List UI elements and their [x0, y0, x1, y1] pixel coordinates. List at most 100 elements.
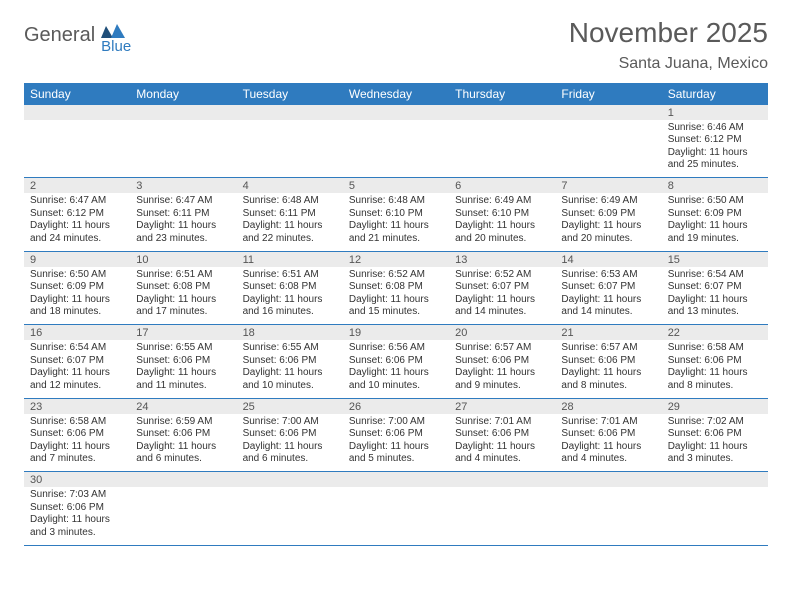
daylight-text: Daylight: 11 hours and 17 minutes. [136, 294, 230, 319]
day-number-cell: 5 [343, 178, 449, 194]
sunrise-text: Sunrise: 7:01 AM [455, 416, 549, 429]
day-number-cell [449, 472, 555, 488]
day-number-cell [24, 105, 130, 120]
sunrise-text: Sunrise: 6:52 AM [455, 269, 549, 282]
sunset-text: Sunset: 6:06 PM [349, 428, 443, 441]
day-number-cell: 2 [24, 178, 130, 194]
day-number-cell: 15 [662, 251, 768, 267]
sunrise-text: Sunrise: 6:52 AM [349, 269, 443, 282]
day-number-cell [237, 472, 343, 488]
logo: General Blue [24, 18, 159, 47]
day-number-cell: 14 [555, 251, 661, 267]
daylight-text: Daylight: 11 hours and 23 minutes. [136, 220, 230, 245]
daylight-text: Daylight: 11 hours and 4 minutes. [455, 441, 549, 466]
daylight-text: Daylight: 11 hours and 8 minutes. [668, 367, 762, 392]
day-detail-cell: Sunrise: 6:51 AMSunset: 6:08 PMDaylight:… [130, 267, 236, 325]
sunset-text: Sunset: 6:08 PM [243, 281, 337, 294]
day-number-cell: 29 [662, 398, 768, 414]
day-detail-cell [130, 120, 236, 178]
weekday-header: Monday [130, 83, 236, 105]
sunset-text: Sunset: 6:07 PM [561, 281, 655, 294]
daylight-text: Daylight: 11 hours and 4 minutes. [561, 441, 655, 466]
day-number-cell: 7 [555, 178, 661, 194]
daylight-text: Daylight: 11 hours and 11 minutes. [136, 367, 230, 392]
day-detail-cell [662, 487, 768, 545]
sunset-text: Sunset: 6:06 PM [136, 355, 230, 368]
sunrise-text: Sunrise: 6:56 AM [349, 342, 443, 355]
sunrise-text: Sunrise: 6:54 AM [30, 342, 124, 355]
day-number-row: 2345678 [24, 178, 768, 194]
sunrise-text: Sunrise: 6:51 AM [136, 269, 230, 282]
day-detail-cell: Sunrise: 6:52 AMSunset: 6:07 PMDaylight:… [449, 267, 555, 325]
sunrise-text: Sunrise: 6:55 AM [243, 342, 337, 355]
day-detail-cell: Sunrise: 7:02 AMSunset: 6:06 PMDaylight:… [662, 414, 768, 472]
day-number-cell [343, 105, 449, 120]
daylight-text: Daylight: 11 hours and 25 minutes. [668, 147, 762, 172]
sunset-text: Sunset: 6:06 PM [668, 355, 762, 368]
logo-text-general: General [24, 24, 95, 47]
daylight-text: Daylight: 11 hours and 6 minutes. [136, 441, 230, 466]
sunrise-text: Sunrise: 7:00 AM [243, 416, 337, 429]
sunrise-text: Sunrise: 7:01 AM [561, 416, 655, 429]
day-number-row: 23242526272829 [24, 398, 768, 414]
day-detail-cell [130, 487, 236, 545]
weekday-header: Tuesday [237, 83, 343, 105]
day-detail-row: Sunrise: 7:03 AMSunset: 6:06 PMDaylight:… [24, 487, 768, 545]
day-detail-cell: Sunrise: 6:50 AMSunset: 6:09 PMDaylight:… [24, 267, 130, 325]
sunset-text: Sunset: 6:06 PM [455, 355, 549, 368]
day-detail-cell: Sunrise: 6:48 AMSunset: 6:11 PMDaylight:… [237, 193, 343, 251]
sunset-text: Sunset: 6:07 PM [30, 355, 124, 368]
day-detail-cell: Sunrise: 6:58 AMSunset: 6:06 PMDaylight:… [662, 340, 768, 398]
weekday-header: Wednesday [343, 83, 449, 105]
day-detail-cell: Sunrise: 6:55 AMSunset: 6:06 PMDaylight:… [130, 340, 236, 398]
daylight-text: Daylight: 11 hours and 13 minutes. [668, 294, 762, 319]
day-detail-cell: Sunrise: 6:54 AMSunset: 6:07 PMDaylight:… [24, 340, 130, 398]
sunset-text: Sunset: 6:06 PM [30, 502, 124, 515]
day-detail-cell [343, 487, 449, 545]
sunrise-text: Sunrise: 6:49 AM [561, 195, 655, 208]
day-number-row: 30 [24, 472, 768, 488]
day-number-cell: 28 [555, 398, 661, 414]
day-number-cell: 12 [343, 251, 449, 267]
day-detail-row: Sunrise: 6:46 AMSunset: 6:12 PMDaylight:… [24, 120, 768, 178]
sunset-text: Sunset: 6:09 PM [30, 281, 124, 294]
day-detail-cell: Sunrise: 6:48 AMSunset: 6:10 PMDaylight:… [343, 193, 449, 251]
daylight-text: Daylight: 11 hours and 8 minutes. [561, 367, 655, 392]
daylight-text: Daylight: 11 hours and 14 minutes. [561, 294, 655, 319]
sunset-text: Sunset: 6:06 PM [668, 428, 762, 441]
day-number-row: 9101112131415 [24, 251, 768, 267]
day-detail-cell: Sunrise: 6:58 AMSunset: 6:06 PMDaylight:… [24, 414, 130, 472]
location-label: Santa Juana, Mexico [569, 55, 768, 73]
day-detail-cell: Sunrise: 7:00 AMSunset: 6:06 PMDaylight:… [237, 414, 343, 472]
day-detail-cell [555, 120, 661, 178]
day-detail-cell: Sunrise: 6:52 AMSunset: 6:08 PMDaylight:… [343, 267, 449, 325]
sunset-text: Sunset: 6:11 PM [136, 208, 230, 221]
day-detail-cell: Sunrise: 6:50 AMSunset: 6:09 PMDaylight:… [662, 193, 768, 251]
day-number-cell [343, 472, 449, 488]
sunset-text: Sunset: 6:07 PM [455, 281, 549, 294]
day-number-cell [237, 105, 343, 120]
day-detail-cell [237, 487, 343, 545]
day-number-cell: 1 [662, 105, 768, 120]
daylight-text: Daylight: 11 hours and 14 minutes. [455, 294, 549, 319]
sunrise-text: Sunrise: 6:57 AM [455, 342, 549, 355]
daylight-text: Daylight: 11 hours and 9 minutes. [455, 367, 549, 392]
day-detail-cell: Sunrise: 6:54 AMSunset: 6:07 PMDaylight:… [662, 267, 768, 325]
calendar-table: Sunday Monday Tuesday Wednesday Thursday… [24, 83, 768, 546]
day-number-cell: 19 [343, 325, 449, 341]
day-number-cell: 13 [449, 251, 555, 267]
day-number-cell [555, 105, 661, 120]
day-number-cell [449, 105, 555, 120]
sunset-text: Sunset: 6:07 PM [668, 281, 762, 294]
day-detail-row: Sunrise: 6:50 AMSunset: 6:09 PMDaylight:… [24, 267, 768, 325]
calendar-page: General Blue November 2025 Santa Juana, … [0, 0, 792, 564]
daylight-text: Daylight: 11 hours and 22 minutes. [243, 220, 337, 245]
day-detail-cell [449, 487, 555, 545]
day-number-cell: 27 [449, 398, 555, 414]
logo-text-blue: Blue [101, 38, 131, 55]
sunset-text: Sunset: 6:06 PM [561, 355, 655, 368]
weekday-header: Sunday [24, 83, 130, 105]
sunrise-text: Sunrise: 6:48 AM [349, 195, 443, 208]
day-detail-cell [24, 120, 130, 178]
weekday-header: Saturday [662, 83, 768, 105]
